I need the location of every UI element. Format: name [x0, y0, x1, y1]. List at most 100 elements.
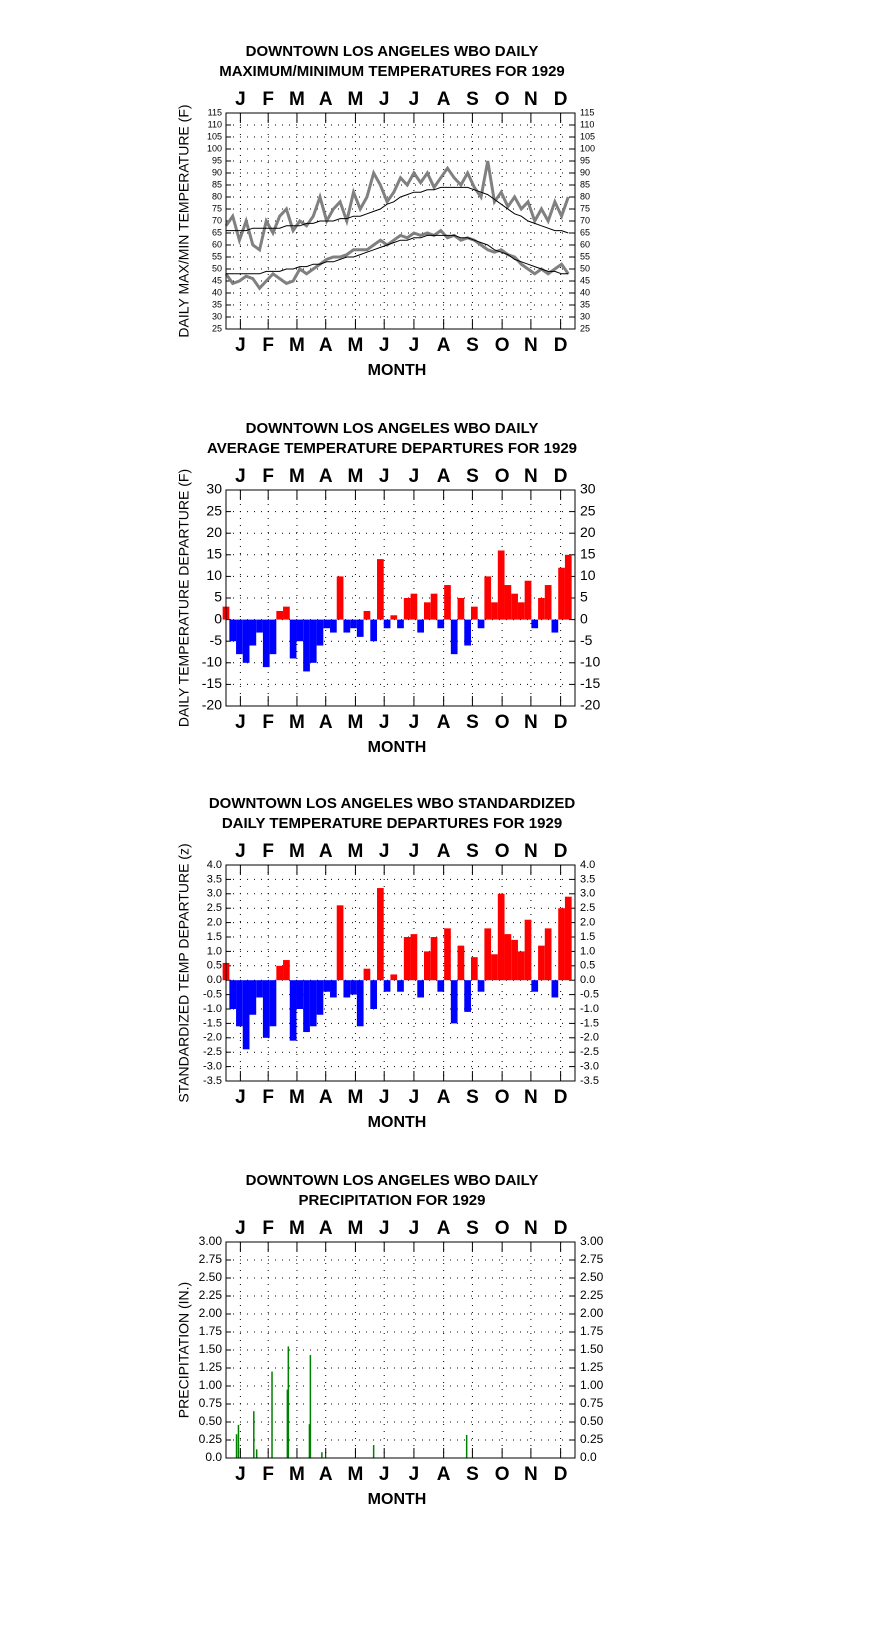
- bar: [497, 550, 505, 620]
- bar: [470, 957, 478, 981]
- bar: [430, 937, 438, 981]
- bar: [330, 980, 337, 998]
- y2-tick-label: 1.5: [580, 931, 595, 943]
- x-tick-label: N: [524, 466, 538, 487]
- y-tick-label: 2.75: [199, 1252, 223, 1266]
- x-tick-label: A: [437, 335, 451, 356]
- y-tick-label: -5: [210, 632, 223, 648]
- x-tick-label: F: [262, 841, 274, 862]
- bar: [343, 619, 351, 633]
- y-tick-label: 25: [206, 502, 222, 518]
- bar: [544, 928, 552, 981]
- bar: [323, 980, 331, 992]
- x-tick-label: A: [319, 1218, 333, 1239]
- bar: [397, 619, 404, 629]
- y-tick-label: 0.75: [199, 1396, 223, 1410]
- y2-tick-label: 2.75: [580, 1252, 604, 1266]
- y2-tick-label: 110: [580, 119, 594, 129]
- bar: [276, 610, 284, 620]
- x-tick-label: D: [554, 335, 568, 356]
- bar: [296, 619, 304, 642]
- y-tick-label: 2.5: [207, 902, 222, 914]
- x-tick-label: S: [466, 1218, 479, 1239]
- y-tick-label: 0: [214, 610, 222, 626]
- y-tick-label: 1.00: [199, 1378, 223, 1392]
- y-tick-label: 85: [212, 179, 222, 189]
- bar: [465, 1434, 468, 1458]
- y2-tick-label: 0.0: [580, 974, 595, 986]
- x-tick-label: M: [348, 1087, 364, 1108]
- bar: [370, 619, 378, 642]
- bar: [551, 980, 559, 998]
- x-tick-label: D: [554, 712, 568, 733]
- y2-tick-label: 90: [580, 167, 590, 177]
- bar: [477, 980, 485, 992]
- y-tick-label: 70: [212, 215, 222, 225]
- x-tick-label: N: [524, 841, 538, 862]
- bar: [464, 619, 471, 646]
- x-tick-label: F: [262, 1218, 274, 1239]
- bar: [249, 619, 257, 646]
- x-tick-label: M: [289, 89, 305, 110]
- x-tick-label: N: [524, 1218, 538, 1239]
- x-tick-label: S: [466, 466, 479, 487]
- bar: [531, 619, 539, 629]
- x-tick-label: D: [554, 1464, 568, 1485]
- bar: [249, 980, 257, 1015]
- x-tick-label: M: [348, 1464, 364, 1485]
- bar: [289, 980, 297, 1041]
- plot-frame: [225, 1241, 576, 1459]
- bar: [450, 619, 458, 655]
- x-tick-label: J: [379, 1087, 390, 1108]
- y2-tick-label: -10: [580, 654, 600, 670]
- bar: [286, 1389, 289, 1458]
- bar: [303, 980, 310, 1033]
- bar: [558, 567, 565, 620]
- y2-tick-label: 2.0: [580, 917, 595, 929]
- bar: [390, 615, 398, 620]
- y-tick-label: 4.0: [207, 859, 222, 871]
- x-tick-label: A: [437, 1464, 451, 1485]
- y2-tick-label: -3.0: [580, 1061, 599, 1073]
- bar: [450, 980, 458, 1024]
- bar: [430, 593, 438, 620]
- x-tick-label: O: [495, 1464, 510, 1485]
- chart-title: DOWNTOWN LOS ANGELES WBO DAILY: [246, 1172, 539, 1189]
- bar: [383, 619, 391, 629]
- bar: [558, 908, 565, 981]
- y-tick-label: 30: [212, 311, 222, 321]
- x-tick-label: J: [235, 712, 246, 733]
- bar: [538, 598, 545, 620]
- x-tick-label: O: [495, 1087, 510, 1108]
- bar: [316, 619, 324, 646]
- bar: [363, 968, 371, 981]
- bar: [504, 585, 512, 620]
- bar: [269, 980, 277, 1027]
- x-tick-label: F: [262, 1087, 274, 1108]
- x-tick-label: S: [466, 1464, 479, 1485]
- y2-tick-label: 25: [580, 323, 590, 333]
- bar: [437, 980, 445, 992]
- y2-tick-label: 2.5: [580, 902, 595, 914]
- bar: [517, 951, 525, 981]
- bar: [377, 888, 384, 981]
- x-tick-label: A: [319, 335, 333, 356]
- bar: [269, 619, 277, 655]
- y-tick-label: 2.50: [199, 1270, 223, 1284]
- bar: [444, 585, 451, 620]
- x-tick-label: A: [437, 466, 451, 487]
- y2-tick-label: 85: [580, 179, 590, 189]
- x-tick-label: M: [348, 335, 364, 356]
- y-tick-label: 0.5: [207, 960, 222, 972]
- y2-tick-label: 60: [580, 239, 590, 249]
- bar: [235, 1434, 238, 1458]
- y-tick-label: -10: [202, 654, 222, 670]
- y2-tick-label: 1.25: [580, 1360, 604, 1374]
- y-tick-label: 55: [212, 251, 222, 261]
- y2-tick-label: -1.5: [580, 1017, 599, 1029]
- bar: [524, 580, 532, 620]
- y2-tick-label: 95: [580, 155, 590, 165]
- y2-tick-label: 15: [580, 546, 596, 562]
- y2-tick-label: 35: [580, 299, 590, 309]
